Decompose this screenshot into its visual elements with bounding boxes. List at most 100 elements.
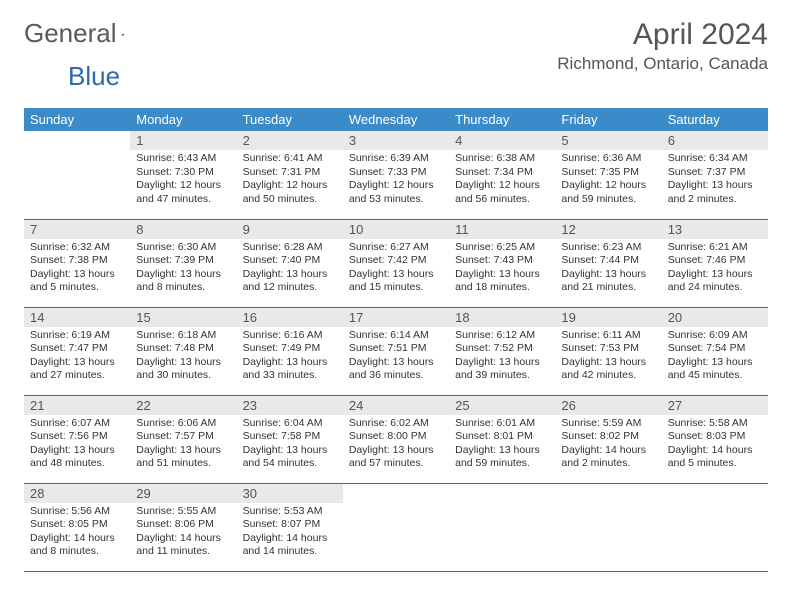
calendar-cell: 28Sunrise: 5:56 AMSunset: 8:05 PMDayligh… [24,483,130,571]
day-header: Saturday [662,108,768,131]
day-details: Sunrise: 6:25 AMSunset: 7:43 PMDaylight:… [449,239,555,300]
day-details: Sunrise: 6:06 AMSunset: 7:57 PMDaylight:… [130,415,236,476]
calendar-cell: 14Sunrise: 6:19 AMSunset: 7:47 PMDayligh… [24,307,130,395]
calendar-cell: 8Sunrise: 6:30 AMSunset: 7:39 PMDaylight… [130,219,236,307]
calendar-row: 21Sunrise: 6:07 AMSunset: 7:56 PMDayligh… [24,395,768,483]
day-details: Sunrise: 6:34 AMSunset: 7:37 PMDaylight:… [662,150,768,211]
day-details: Sunrise: 6:02 AMSunset: 8:00 PMDaylight:… [343,415,449,476]
day-number: 19 [555,308,661,327]
day-details: Sunrise: 6:07 AMSunset: 7:56 PMDaylight:… [24,415,130,476]
day-header: Tuesday [237,108,343,131]
calendar-cell: 7Sunrise: 6:32 AMSunset: 7:38 PMDaylight… [24,219,130,307]
calendar-cell [449,483,555,571]
day-number: 26 [555,396,661,415]
day-number: 16 [237,308,343,327]
day-number: 20 [662,308,768,327]
day-number: 21 [24,396,130,415]
day-details: Sunrise: 6:41 AMSunset: 7:31 PMDaylight:… [237,150,343,211]
calendar-cell: 15Sunrise: 6:18 AMSunset: 7:48 PMDayligh… [130,307,236,395]
day-details: Sunrise: 6:27 AMSunset: 7:42 PMDaylight:… [343,239,449,300]
day-details: Sunrise: 5:56 AMSunset: 8:05 PMDaylight:… [24,503,130,564]
day-details: Sunrise: 6:12 AMSunset: 7:52 PMDaylight:… [449,327,555,388]
calendar-cell [555,483,661,571]
day-details: Sunrise: 6:01 AMSunset: 8:01 PMDaylight:… [449,415,555,476]
calendar-cell: 16Sunrise: 6:16 AMSunset: 7:49 PMDayligh… [237,307,343,395]
day-details: Sunrise: 6:04 AMSunset: 7:58 PMDaylight:… [237,415,343,476]
calendar-cell: 29Sunrise: 5:55 AMSunset: 8:06 PMDayligh… [130,483,236,571]
calendar-row: 14Sunrise: 6:19 AMSunset: 7:47 PMDayligh… [24,307,768,395]
logo-word1: General [24,18,117,49]
calendar-cell: 19Sunrise: 6:11 AMSunset: 7:53 PMDayligh… [555,307,661,395]
day-number: 30 [237,484,343,503]
calendar-cell: 17Sunrise: 6:14 AMSunset: 7:51 PMDayligh… [343,307,449,395]
day-details: Sunrise: 6:09 AMSunset: 7:54 PMDaylight:… [662,327,768,388]
calendar-cell: 5Sunrise: 6:36 AMSunset: 7:35 PMDaylight… [555,131,661,219]
calendar-row: 28Sunrise: 5:56 AMSunset: 8:05 PMDayligh… [24,483,768,571]
calendar-cell: 21Sunrise: 6:07 AMSunset: 7:56 PMDayligh… [24,395,130,483]
calendar-cell: 2Sunrise: 6:41 AMSunset: 7:31 PMDaylight… [237,131,343,219]
calendar-cell: 30Sunrise: 5:53 AMSunset: 8:07 PMDayligh… [237,483,343,571]
day-details: Sunrise: 6:30 AMSunset: 7:39 PMDaylight:… [130,239,236,300]
day-number: 8 [130,220,236,239]
day-details: Sunrise: 6:28 AMSunset: 7:40 PMDaylight:… [237,239,343,300]
calendar-cell: 27Sunrise: 5:58 AMSunset: 8:03 PMDayligh… [662,395,768,483]
day-number: 14 [24,308,130,327]
title-block: April 2024 Richmond, Ontario, Canada [557,18,768,74]
calendar-cell: 1Sunrise: 6:43 AMSunset: 7:30 PMDaylight… [130,131,236,219]
day-number: 25 [449,396,555,415]
day-header: Thursday [449,108,555,131]
day-number: 22 [130,396,236,415]
day-number: 13 [662,220,768,239]
calendar-cell: 18Sunrise: 6:12 AMSunset: 7:52 PMDayligh… [449,307,555,395]
day-number: 7 [24,220,130,239]
calendar-table: SundayMondayTuesdayWednesdayThursdayFrid… [24,108,768,572]
calendar-cell: 6Sunrise: 6:34 AMSunset: 7:37 PMDaylight… [662,131,768,219]
day-header: Monday [130,108,236,131]
day-details: Sunrise: 6:21 AMSunset: 7:46 PMDaylight:… [662,239,768,300]
calendar-cell [24,131,130,219]
day-header: Wednesday [343,108,449,131]
day-number: 12 [555,220,661,239]
day-details: Sunrise: 6:16 AMSunset: 7:49 PMDaylight:… [237,327,343,388]
calendar-row: 7Sunrise: 6:32 AMSunset: 7:38 PMDaylight… [24,219,768,307]
calendar-cell: 11Sunrise: 6:25 AMSunset: 7:43 PMDayligh… [449,219,555,307]
day-number: 1 [130,131,236,150]
day-number: 11 [449,220,555,239]
day-number: 29 [130,484,236,503]
day-details: Sunrise: 6:23 AMSunset: 7:44 PMDaylight:… [555,239,661,300]
day-number: 3 [343,131,449,150]
day-details: Sunrise: 5:59 AMSunset: 8:02 PMDaylight:… [555,415,661,476]
day-details: Sunrise: 6:39 AMSunset: 7:33 PMDaylight:… [343,150,449,211]
day-details: Sunrise: 6:32 AMSunset: 7:38 PMDaylight:… [24,239,130,300]
day-details: Sunrise: 5:53 AMSunset: 8:07 PMDaylight:… [237,503,343,564]
calendar-cell: 10Sunrise: 6:27 AMSunset: 7:42 PMDayligh… [343,219,449,307]
day-details: Sunrise: 6:14 AMSunset: 7:51 PMDaylight:… [343,327,449,388]
day-number: 23 [237,396,343,415]
day-number: 5 [555,131,661,150]
day-number: 27 [662,396,768,415]
day-details: Sunrise: 6:11 AMSunset: 7:53 PMDaylight:… [555,327,661,388]
day-details: Sunrise: 5:55 AMSunset: 8:06 PMDaylight:… [130,503,236,564]
calendar-cell: 24Sunrise: 6:02 AMSunset: 8:00 PMDayligh… [343,395,449,483]
day-number: 2 [237,131,343,150]
day-number: 28 [24,484,130,503]
page-title: April 2024 [557,18,768,52]
day-details: Sunrise: 6:18 AMSunset: 7:48 PMDaylight:… [130,327,236,388]
day-header: Sunday [24,108,130,131]
day-number: 9 [237,220,343,239]
day-number: 15 [130,308,236,327]
day-details: Sunrise: 5:58 AMSunset: 8:03 PMDaylight:… [662,415,768,476]
calendar-cell: 25Sunrise: 6:01 AMSunset: 8:01 PMDayligh… [449,395,555,483]
day-number: 18 [449,308,555,327]
day-details: Sunrise: 6:43 AMSunset: 7:30 PMDaylight:… [130,150,236,211]
day-number: 4 [449,131,555,150]
day-number: 10 [343,220,449,239]
day-details: Sunrise: 6:38 AMSunset: 7:34 PMDaylight:… [449,150,555,211]
calendar-cell: 4Sunrise: 6:38 AMSunset: 7:34 PMDaylight… [449,131,555,219]
day-header-row: SundayMondayTuesdayWednesdayThursdayFrid… [24,108,768,131]
day-number: 6 [662,131,768,150]
calendar-cell: 13Sunrise: 6:21 AMSunset: 7:46 PMDayligh… [662,219,768,307]
calendar-cell: 3Sunrise: 6:39 AMSunset: 7:33 PMDaylight… [343,131,449,219]
calendar-cell: 22Sunrise: 6:06 AMSunset: 7:57 PMDayligh… [130,395,236,483]
calendar-cell: 9Sunrise: 6:28 AMSunset: 7:40 PMDaylight… [237,219,343,307]
